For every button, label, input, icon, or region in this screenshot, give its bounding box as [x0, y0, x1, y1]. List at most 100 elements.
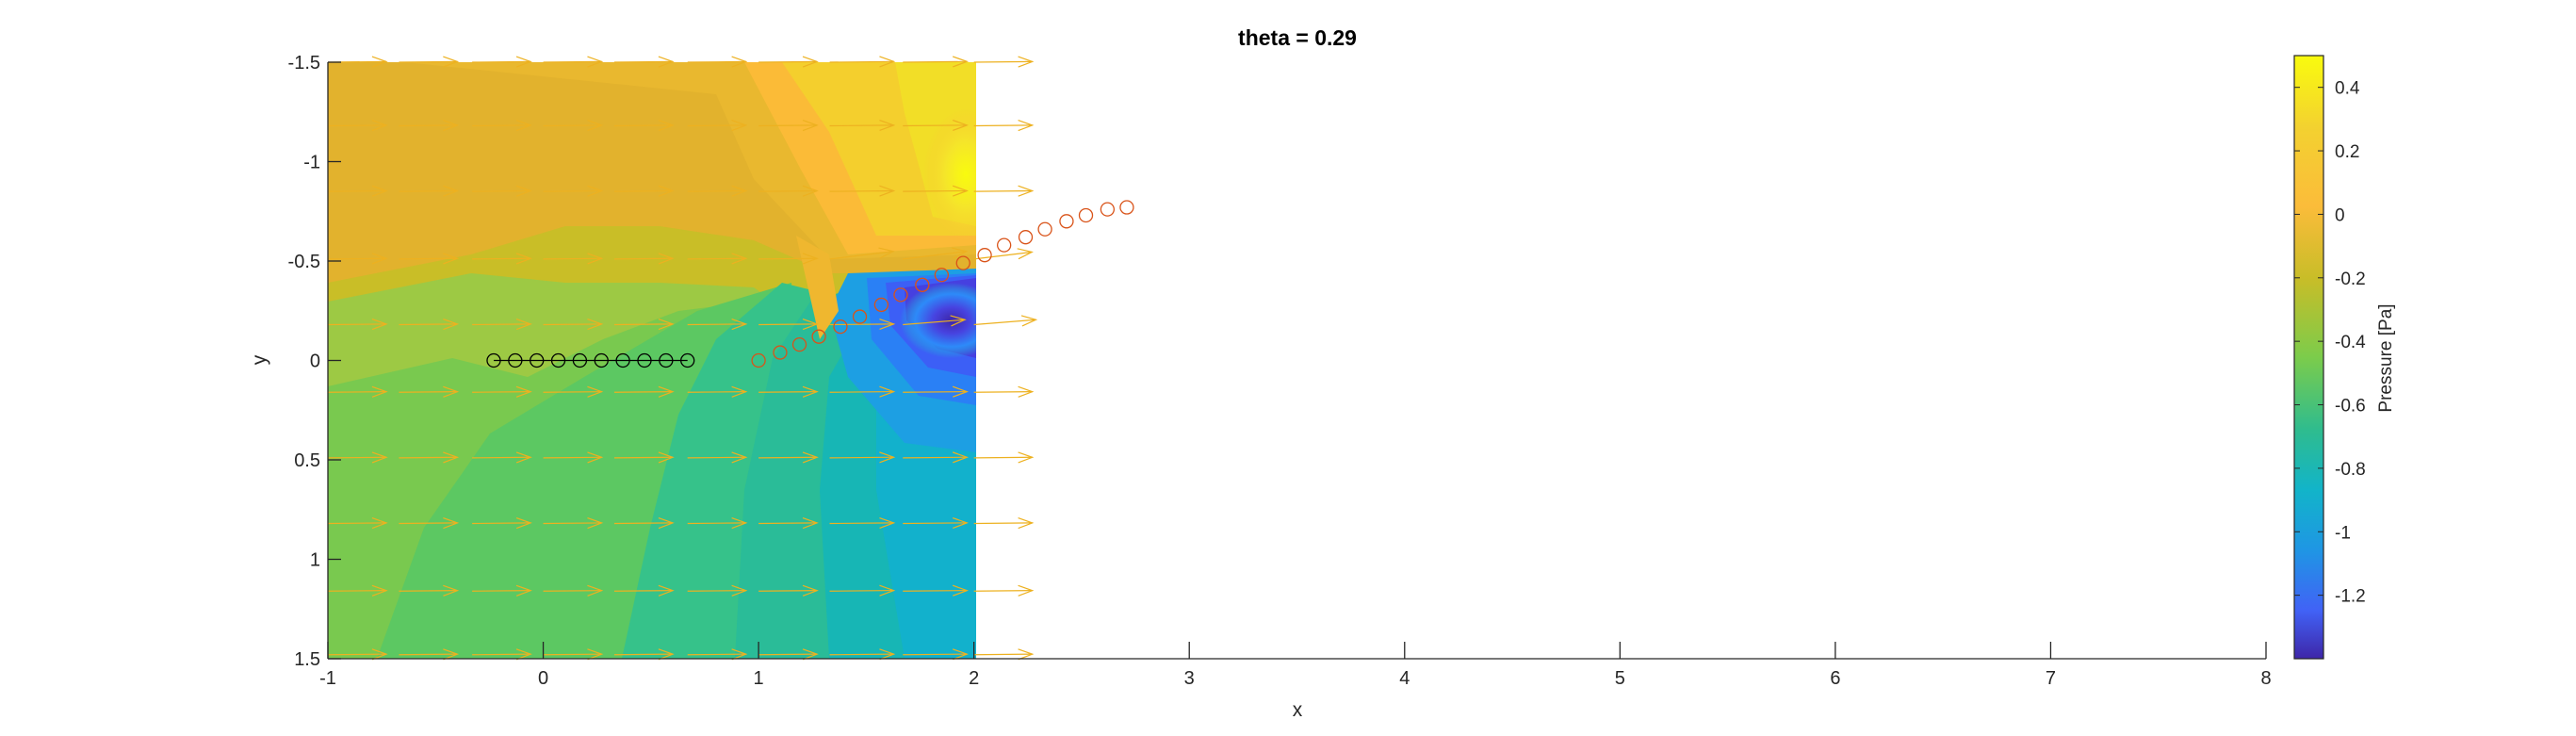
- velocity-arrow: [613, 385, 675, 398]
- velocity-arrow: [613, 185, 675, 197]
- velocity-arrow: [613, 451, 675, 464]
- velocity-arrow: [472, 385, 532, 398]
- velocity-arrow: [687, 516, 748, 530]
- velocity-arrow: [687, 648, 748, 661]
- velocity-arrow: [829, 584, 896, 597]
- marker-point: [751, 352, 766, 368]
- velocity-arrow: [327, 385, 388, 398]
- velocity-arrow: [687, 253, 748, 265]
- velocity-arrow: [903, 315, 967, 327]
- marker-point: [1100, 202, 1116, 217]
- marker-point: [977, 248, 992, 263]
- x-tick-label: 7: [2046, 668, 2056, 689]
- velocity-arrow: [399, 119, 460, 132]
- y-tick-labels: -1.5 -1 -0.5 0 0.5 1 1.5: [288, 53, 320, 670]
- x-tick-label: 3: [1184, 668, 1195, 689]
- velocity-arrow: [687, 451, 748, 464]
- velocity-arrow: [829, 185, 896, 197]
- colorbar-label: Pressure [Pa]: [2376, 303, 2396, 412]
- colorbar-tick-label: 0: [2335, 205, 2345, 225]
- velocity-arrow: [758, 648, 819, 661]
- marker-point: [508, 352, 523, 368]
- velocity-arrow: [613, 253, 675, 265]
- velocity-arrow: [758, 516, 819, 530]
- marker-point: [791, 336, 807, 352]
- y-tick-label: 0: [310, 352, 320, 372]
- velocity-arrow: [829, 119, 896, 132]
- x-tick-label: 2: [969, 668, 979, 689]
- velocity-arrow: [472, 516, 532, 530]
- velocity-arrow: [758, 451, 819, 464]
- marker-point: [852, 309, 868, 324]
- velocity-arrow: [543, 648, 604, 661]
- x-tick-labels: -1 0 1 2 3 4 5 6 7 8: [319, 668, 2271, 689]
- y-tick-label: -1: [303, 153, 320, 173]
- x-tick-label: 1: [754, 668, 764, 689]
- colorbar-tick-label: -1: [2335, 523, 2351, 543]
- velocity-arrow: [472, 185, 532, 197]
- x-tick-label: 5: [1615, 668, 1625, 689]
- y-tick-label: -1.5: [288, 53, 320, 74]
- velocity-arrow: [903, 247, 969, 260]
- velocity-arrow: [903, 119, 969, 132]
- velocity-arrow: [758, 185, 819, 197]
- velocity-arrow: [327, 648, 388, 661]
- velocity-arrow: [327, 185, 388, 197]
- velocity-arrow: [472, 648, 532, 661]
- velocity-arrow: [758, 56, 819, 68]
- velocity-arrow: [829, 56, 896, 68]
- velocity-arrow: [829, 516, 896, 530]
- colorbar-tick-label: -0.4: [2335, 333, 2366, 352]
- pressure-field: [328, 62, 976, 659]
- velocity-arrow: [903, 56, 969, 68]
- marker-point: [811, 329, 826, 344]
- velocity-arrow: [327, 451, 388, 464]
- marker-point: [615, 352, 630, 368]
- y-tick-label: 1: [310, 550, 320, 571]
- velocity-arrow: [472, 318, 532, 331]
- velocity-arrow: [543, 385, 604, 398]
- marker-point: [659, 352, 674, 368]
- y-axis-label: y: [249, 354, 270, 365]
- velocity-arrow: [758, 119, 819, 132]
- velocity-arrow: [543, 516, 604, 530]
- velocity-arrow: [973, 584, 1035, 597]
- marker-point: [530, 352, 545, 368]
- colorbar-tick-label: -0.8: [2335, 460, 2366, 480]
- velocity-arrow: [472, 584, 532, 597]
- velocity-arrow: [613, 516, 675, 530]
- velocity-arrow: [327, 119, 388, 132]
- y-tick-marks: [328, 61, 341, 660]
- colorbar-tick-label: 0.4: [2335, 79, 2360, 99]
- marker-point: [1018, 230, 1034, 245]
- velocity-arrow: [829, 451, 896, 464]
- x-tick-label: 6: [1830, 668, 1840, 689]
- marker-point: [1059, 214, 1074, 229]
- marker-point: [773, 345, 788, 360]
- colorbar-tick-label: 0.2: [2335, 142, 2359, 162]
- velocity-arrow: [399, 451, 460, 464]
- velocity-arrow: [687, 185, 748, 197]
- marker-point: [1119, 200, 1134, 215]
- y-tick-label: 0.5: [294, 450, 320, 471]
- velocity-arrow: [399, 385, 460, 398]
- velocity-arrow: [973, 315, 1038, 327]
- marker-point: [1037, 221, 1052, 237]
- x-tick-label: 8: [2260, 668, 2271, 689]
- velocity-arrow: [903, 516, 969, 530]
- velocity-arrow: [399, 318, 460, 331]
- velocity-arrow: [903, 451, 969, 464]
- velocity-arrow: [543, 119, 604, 132]
- x-tick-label: 0: [538, 668, 548, 689]
- velocity-arrow: [327, 584, 388, 597]
- marker-point: [833, 319, 848, 335]
- y-tick-label: 1.5: [294, 649, 320, 670]
- velocity-arrow: [543, 318, 604, 331]
- velocity-arrow: [829, 247, 895, 260]
- x-axis-label: x: [1293, 699, 1303, 721]
- velocity-arrow: [973, 648, 1035, 661]
- velocity-arrow: [472, 451, 532, 464]
- velocity-arrow: [758, 318, 819, 331]
- velocity-arrow: [829, 648, 896, 661]
- velocity-arrow: [399, 648, 460, 661]
